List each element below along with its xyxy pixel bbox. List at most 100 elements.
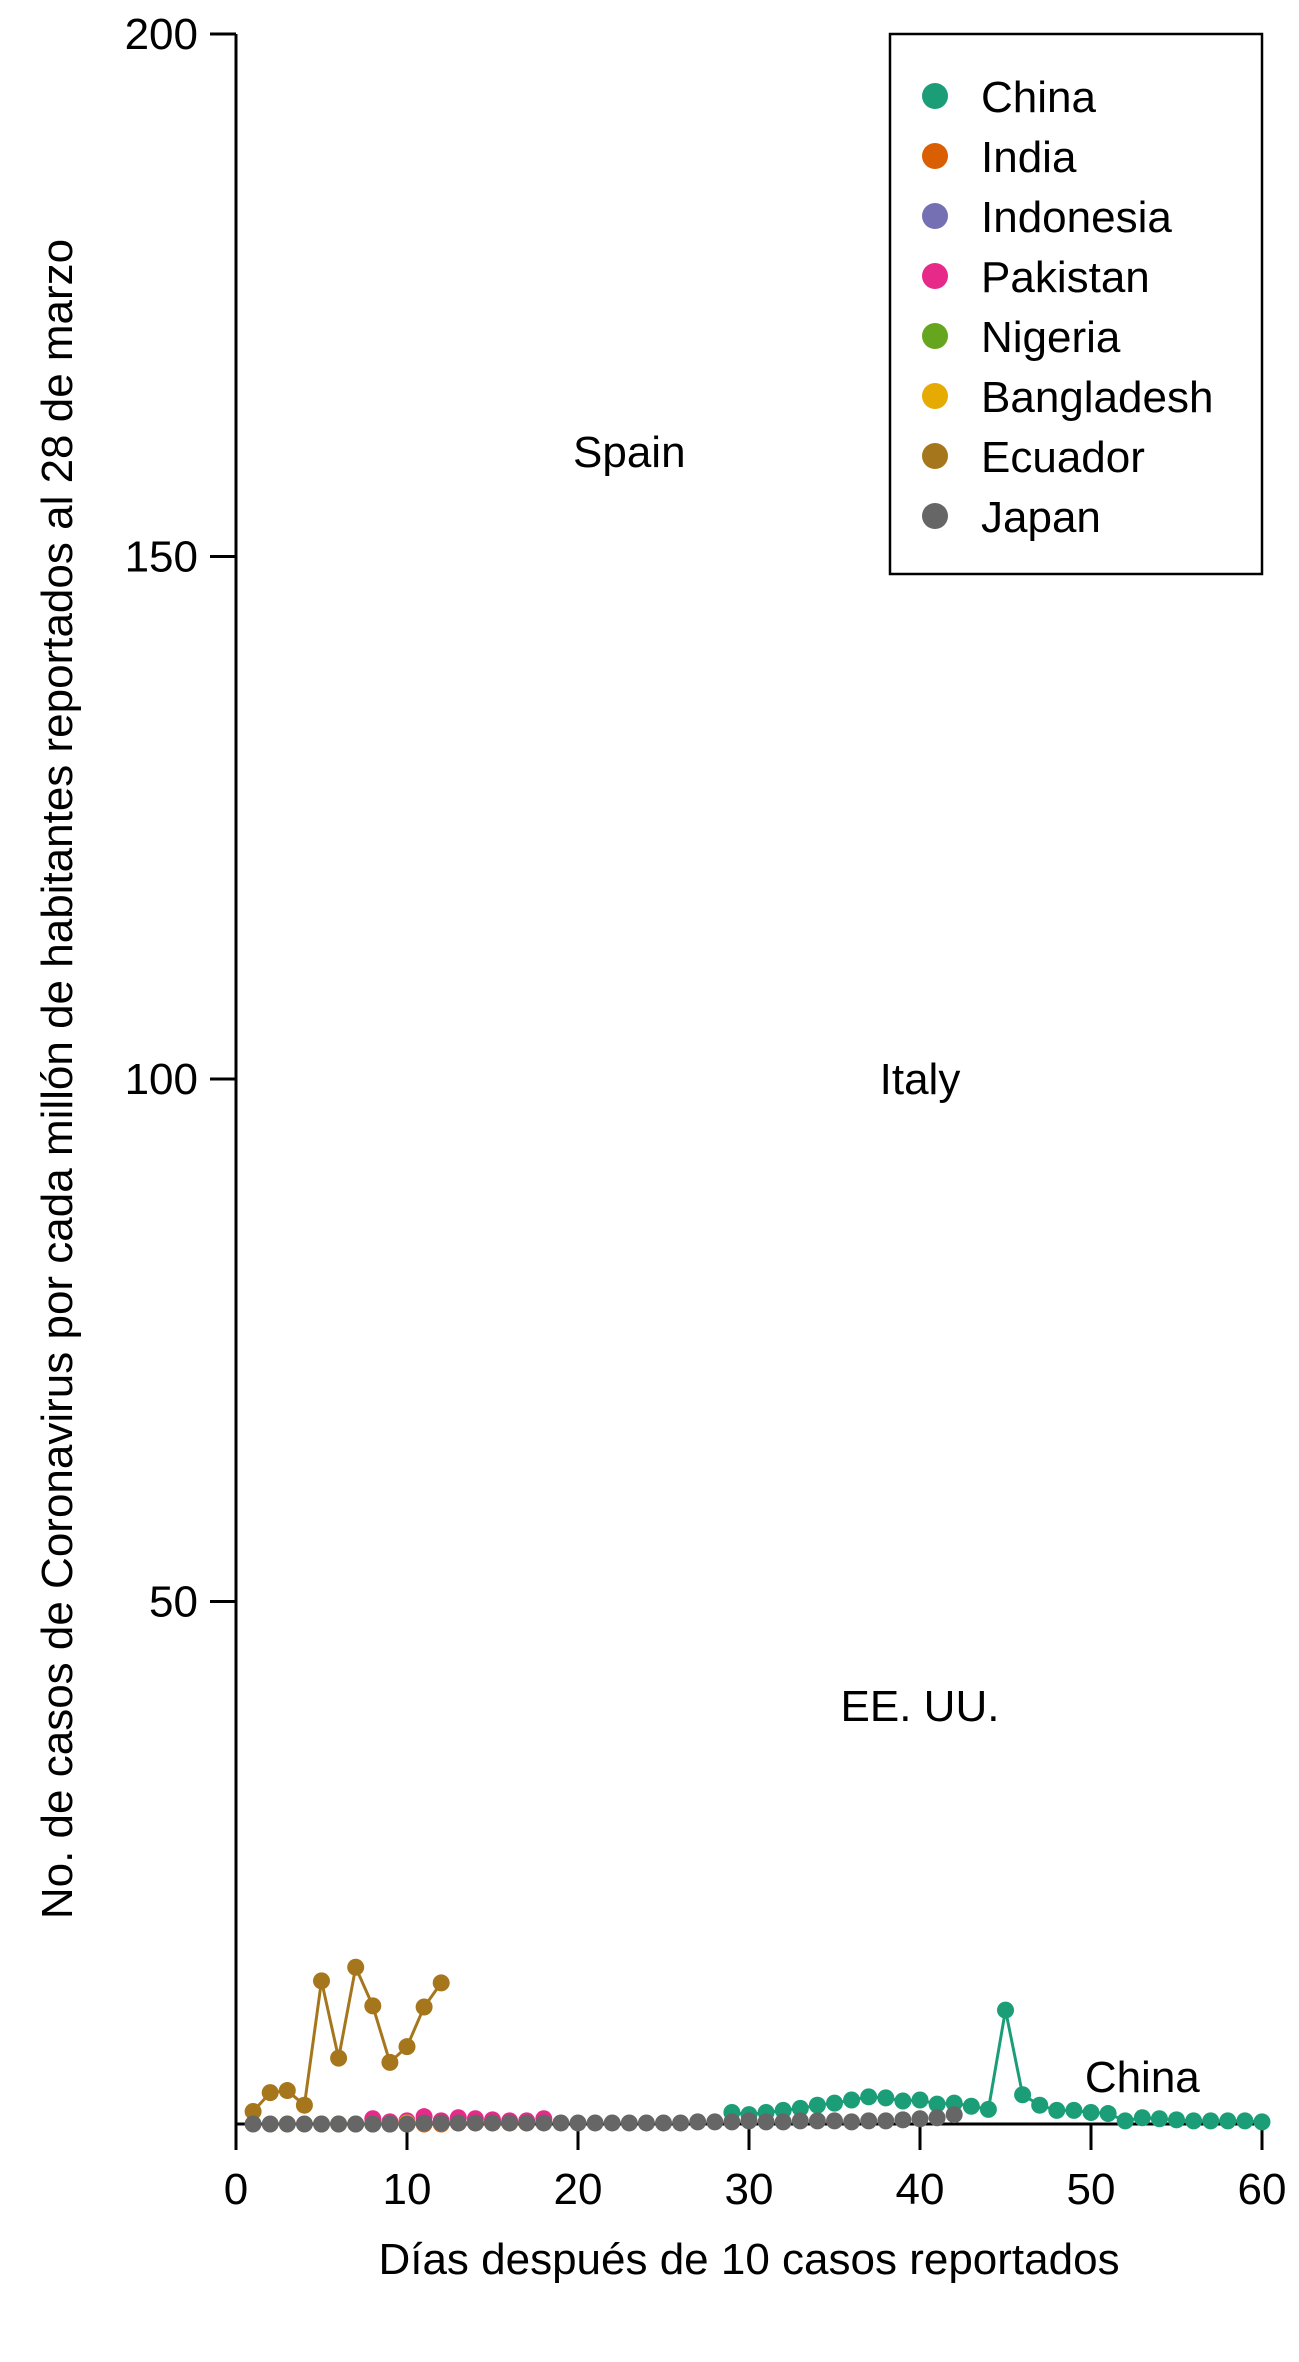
data-point-china: [1150, 2110, 1168, 2128]
data-point-japan: [603, 2114, 621, 2132]
data-point-ecuador: [415, 1998, 433, 2016]
annotation-label: China: [1085, 2053, 1200, 2102]
series-japan: [244, 2106, 963, 2133]
x-axis: 0 10 20 30 40 50 60: [224, 2124, 1286, 2214]
legend-label: China: [981, 73, 1096, 122]
data-point-japan: [261, 2115, 279, 2133]
data-point-china: [1099, 2105, 1117, 2123]
data-point-japan: [723, 2113, 741, 2131]
data-point-china: [979, 2100, 997, 2118]
data-point-china: [860, 2088, 878, 2106]
data-point-ecuador: [347, 1958, 365, 1976]
data-point-japan: [535, 2114, 553, 2132]
data-point-japan: [398, 2115, 416, 2133]
data-point-china: [877, 2089, 895, 2107]
data-point-china: [894, 2092, 912, 2110]
annotation-label: Italy: [880, 1055, 961, 1104]
data-point-japan: [313, 2115, 330, 2133]
data-point-japan: [620, 2114, 638, 2132]
data-point-japan: [552, 2114, 570, 2132]
data-point-china: [1014, 2086, 1032, 2104]
data-point-ecuador: [295, 2096, 313, 2114]
data-point-china: [843, 2091, 861, 2109]
x-tick-label: 20: [554, 2165, 603, 2214]
legend: China India Indonesia Pakistan Nigeria Bangla…: [888, 32, 1264, 576]
series-ecuador: [244, 1958, 450, 2120]
data-point-ecuador: [364, 1997, 382, 2015]
x-tick-label: 10: [383, 2165, 432, 2214]
data-point-japan: [484, 2114, 501, 2132]
y-tick-label: 100: [125, 1055, 198, 1104]
data-point-japan: [415, 2114, 433, 2132]
data-point-china: [962, 2097, 980, 2115]
data-point-ecuador: [261, 2084, 279, 2102]
data-point-china: [1133, 2109, 1151, 2127]
data-point-japan: [347, 2115, 365, 2133]
y-tick-label: 150: [125, 533, 198, 582]
data-point-japan: [826, 2112, 843, 2130]
x-tick-label: 0: [224, 2165, 248, 2214]
legend-marker: [922, 383, 948, 409]
data-point-japan: [945, 2106, 963, 2124]
legend-label: Indonesia: [981, 193, 1172, 242]
data-point-japan: [911, 2110, 929, 2128]
data-point-japan: [466, 2114, 484, 2132]
data-point-japan: [432, 2114, 450, 2132]
data-point-japan: [672, 2114, 690, 2132]
x-tick-label: 50: [1067, 2165, 1116, 2214]
x-tick-label: 40: [896, 2165, 945, 2214]
legend-label: Ecuador: [981, 433, 1145, 482]
data-point-china: [1185, 2112, 1203, 2130]
data-point-japan: [449, 2114, 467, 2132]
data-point-china: [1236, 2112, 1254, 2130]
data-point-japan: [894, 2111, 912, 2129]
data-point-japan: [706, 2113, 724, 2131]
legend-marker: [922, 203, 948, 229]
data-point-ecuador: [432, 1974, 450, 1992]
legend-marker: [922, 443, 948, 469]
legend-marker: [922, 143, 948, 169]
y-tick-label: 50: [149, 1578, 198, 1627]
data-point-japan: [330, 2115, 348, 2133]
legend-box: [888, 32, 1264, 576]
data-point-japan: [791, 2112, 809, 2130]
x-tick-label: 30: [725, 2165, 774, 2214]
data-point-japan: [860, 2112, 878, 2130]
data-point-japan: [774, 2113, 792, 2131]
data-point-china: [1065, 2101, 1083, 2119]
data-point-china: [997, 2001, 1014, 2019]
series-layer: [244, 1958, 1271, 2133]
data-point-japan: [740, 2112, 758, 2130]
data-point-japan: [364, 2115, 382, 2133]
annotations: Spain Italy EE. UU. China: [573, 428, 1200, 2102]
data-point-china: [791, 2099, 809, 2117]
data-point-japan: [843, 2113, 861, 2131]
data-point-china: [1168, 2111, 1185, 2129]
data-point-japan: [808, 2112, 826, 2130]
legend-label: Pakistan: [981, 253, 1150, 302]
data-point-japan: [928, 2109, 946, 2127]
data-point-japan: [278, 2115, 296, 2133]
data-point-japan: [295, 2115, 313, 2133]
data-point-japan: [757, 2113, 775, 2131]
data-point-china: [1202, 2112, 1220, 2130]
data-point-japan: [655, 2114, 672, 2132]
annotation-label: Spain: [573, 428, 686, 477]
legend-label: Japan: [981, 493, 1101, 542]
data-point-ecuador: [398, 2038, 416, 2056]
data-point-china: [911, 2091, 929, 2109]
data-point-japan: [637, 2114, 655, 2132]
x-axis-label: Días después de 10 casos reportados: [378, 2235, 1119, 2284]
y-tick-label: 200: [125, 10, 198, 59]
data-point-china: [1219, 2112, 1237, 2130]
y-axis-label: No. de casos de Coronavirus por cada mil…: [33, 239, 82, 1919]
data-point-ecuador: [313, 1972, 330, 1990]
data-point-japan: [586, 2114, 604, 2132]
data-point-ecuador: [330, 2049, 348, 2067]
legend-label: Nigeria: [981, 313, 1121, 362]
data-point-china: [1253, 2113, 1271, 2131]
data-point-japan: [689, 2113, 707, 2131]
data-point-japan: [501, 2114, 519, 2132]
data-point-china: [1082, 2104, 1100, 2122]
